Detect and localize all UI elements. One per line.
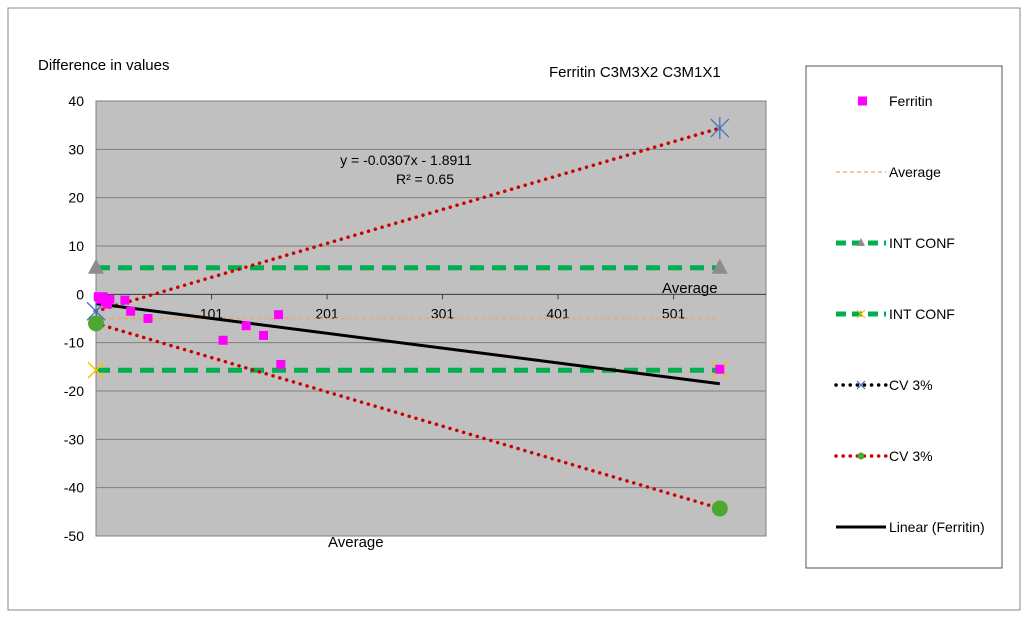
x-axis-label-secondary: Average [662,280,718,297]
legend-label: INT CONF [889,306,955,322]
legend-item: Ferritin [858,93,933,109]
ferritin-point [120,295,130,305]
legend-label: CV 3% [889,448,933,464]
legend-item: Linear (Ferritin) [836,519,985,535]
x-tick-label: 501 [662,305,686,321]
y-tick-label: -10 [64,335,84,351]
ferritin-point [98,292,108,302]
y-tick-label: 20 [68,190,84,206]
legend-item: CV 3% [834,448,933,464]
ferritin-point [259,330,268,340]
legend-label: CV 3% [889,377,933,393]
legend-label: Ferritin [889,93,933,109]
cv-upper-line [94,126,722,313]
y-tick-label: 10 [68,238,84,254]
legend-box [805,65,1003,569]
legend-item: INT CONF [836,235,955,251]
legend-cross-marker [856,309,866,319]
y-tick-label: 0 [76,286,84,302]
ferritin-point [103,299,113,309]
x-tick-label: 301 [431,305,455,321]
legend-label: INT CONF [889,235,955,251]
r-squared: R² = 0.65 [396,171,454,187]
x-axis-label: Average [328,534,384,551]
ferritin-point [126,306,136,316]
ferritin-point [241,321,251,331]
ferritin-point [274,310,284,320]
y-tick-label: -50 [64,528,84,544]
legend-asterisk-marker [856,380,866,390]
ferritin-point [143,314,153,323]
cv-asterisk-marker [710,117,730,140]
linear-trendline [95,302,720,386]
ferritin-point [276,359,286,369]
cv-circle-marker [711,500,728,517]
legend-item: INT CONF [836,306,955,322]
labels-layer: Difference in values Ferritin C3M3X2 C3M… [38,57,721,551]
legend-ferritin-swatch [858,96,867,106]
legend: Ferritin Average INT CONF INT CONF CV 3% CV 3… [834,93,985,535]
x-tick-label: 201 [315,305,339,321]
regression-equation: y = -0.0307x - 1.8911 [340,152,472,168]
y-axis-label: Difference in values [38,57,169,74]
y-tick-label: -20 [64,383,84,399]
legend-label: Average [889,164,941,180]
legend-item: CV 3% [834,377,933,393]
y-tick-label: -40 [64,480,84,496]
x-tick-label: 401 [546,305,570,321]
ferritin-point [218,335,228,345]
series-layer [86,117,730,517]
cv-lower-line [94,321,722,511]
int-conf-triangle-marker [711,258,728,274]
int-conf-triangle-marker [88,258,104,274]
y-tick-label: 40 [68,93,84,109]
cv-circle-marker [88,315,104,332]
y-tick-label: -30 [64,431,84,447]
chart-title: Ferritin C3M3X2 C3M1X1 [549,64,721,81]
legend-label: Linear (Ferritin) [889,519,985,535]
legend-triangle-marker [857,238,865,246]
legend-circle-marker [857,452,865,460]
ferritin-point [715,364,725,374]
y-tick-label: 30 [68,141,84,157]
legend-item: Average [836,164,941,180]
int-conf-cross-marker [87,361,105,379]
ferritin-point [105,294,115,304]
